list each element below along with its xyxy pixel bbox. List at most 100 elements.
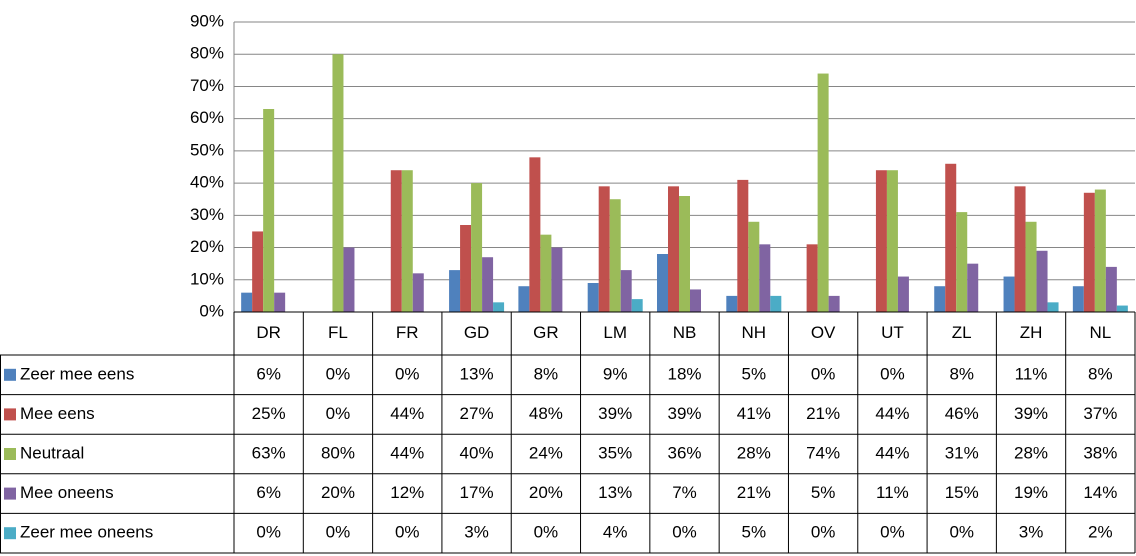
bar xyxy=(460,225,472,312)
table-value: 0% xyxy=(326,523,351,542)
table-value: 13% xyxy=(598,483,632,502)
table-value: 19% xyxy=(1014,483,1048,502)
bar xyxy=(679,196,690,312)
x-tick-label: UT xyxy=(881,323,904,342)
bar xyxy=(886,170,898,312)
bar xyxy=(1025,221,1037,312)
x-tick-label: GR xyxy=(533,323,559,342)
table-value: 37% xyxy=(1083,404,1117,423)
x-tick-label: ZL xyxy=(952,323,972,342)
table-value: 0% xyxy=(949,523,974,542)
table-value: 25% xyxy=(252,404,286,423)
bar xyxy=(748,221,760,312)
bar xyxy=(956,212,968,312)
table-value: 2% xyxy=(1088,523,1113,542)
table-value: 0% xyxy=(534,523,559,542)
table-value: 8% xyxy=(1088,364,1113,383)
bar xyxy=(875,170,887,312)
bar xyxy=(631,299,643,312)
table-value: 8% xyxy=(949,364,974,383)
legend-swatch xyxy=(4,487,16,500)
bar xyxy=(726,295,738,312)
bar xyxy=(1105,266,1117,312)
bar xyxy=(620,270,632,312)
bar xyxy=(274,292,286,312)
table-value: 0% xyxy=(395,364,420,383)
y-tick-label: 0% xyxy=(199,301,224,320)
x-tick-label: FR xyxy=(396,323,419,342)
table-value: 63% xyxy=(252,443,286,462)
table-value: 27% xyxy=(460,404,494,423)
y-tick-label: 90% xyxy=(190,11,224,30)
bar xyxy=(540,234,552,312)
table-value: 80% xyxy=(321,443,355,462)
bar xyxy=(241,292,253,312)
table-value: 21% xyxy=(737,483,771,502)
x-tick-label: DR xyxy=(256,323,281,342)
table-value: 35% xyxy=(598,443,632,462)
legend-swatch xyxy=(4,448,16,460)
table-value: 44% xyxy=(875,404,909,423)
table-value: 7% xyxy=(672,483,697,502)
bar xyxy=(482,257,494,312)
table-value: 28% xyxy=(737,443,771,462)
legend-label: Zeer mee oneens xyxy=(20,523,153,542)
legend-label: Neutraal xyxy=(20,443,84,462)
y-tick-label: 70% xyxy=(190,76,224,95)
table-value: 24% xyxy=(529,443,563,462)
x-tick-label: FL xyxy=(328,323,348,342)
x-tick-label: NB xyxy=(673,323,697,342)
y-tick-label: 30% xyxy=(190,205,224,224)
bar xyxy=(332,54,344,312)
x-tick-label: NH xyxy=(742,323,767,342)
legend-label: Mee eens xyxy=(20,404,95,423)
bar xyxy=(1116,305,1128,312)
bar xyxy=(401,170,413,312)
legend-swatch xyxy=(4,408,16,421)
x-tick-label: LM xyxy=(603,323,627,342)
x-tick-label: NL xyxy=(1089,323,1111,342)
y-tick-label: 20% xyxy=(190,237,224,256)
bar xyxy=(817,73,829,312)
legend-label: Zeer mee eens xyxy=(20,364,134,383)
bar xyxy=(412,273,424,312)
bar xyxy=(518,286,530,312)
x-tick-label: ZH xyxy=(1020,323,1043,342)
bar xyxy=(449,270,461,312)
table-value: 28% xyxy=(1014,443,1048,462)
table-value: 41% xyxy=(737,404,771,423)
table-value: 0% xyxy=(880,364,905,383)
table-value: 39% xyxy=(1014,404,1048,423)
bar xyxy=(493,302,505,312)
y-tick-label: 60% xyxy=(190,108,224,127)
table-value: 0% xyxy=(811,523,836,542)
bar xyxy=(770,295,782,312)
table-value: 4% xyxy=(603,523,628,542)
legend-swatch xyxy=(4,527,16,540)
table-value: 44% xyxy=(390,404,424,423)
table-value: 6% xyxy=(256,364,281,383)
table-value: 9% xyxy=(603,364,628,383)
bar xyxy=(390,170,402,312)
bar xyxy=(690,289,701,312)
table-value: 46% xyxy=(945,404,979,423)
bar xyxy=(828,295,840,312)
table-value: 6% xyxy=(256,483,281,502)
bar xyxy=(529,157,541,312)
table-value: 20% xyxy=(321,483,355,502)
table-value: 40% xyxy=(460,443,494,462)
table-value: 0% xyxy=(326,404,351,423)
table-value: 8% xyxy=(534,364,559,383)
table-value: 31% xyxy=(945,443,979,462)
bar xyxy=(1072,286,1084,312)
x-tick-label: OV xyxy=(811,323,836,342)
table-value: 0% xyxy=(880,523,905,542)
table-value: 13% xyxy=(460,364,494,383)
bar xyxy=(1047,302,1059,312)
x-tick-label: GD xyxy=(464,323,490,342)
bar xyxy=(598,186,610,312)
legend-swatch xyxy=(4,368,16,381)
bar xyxy=(934,286,946,312)
bar xyxy=(668,186,679,312)
table-value: 11% xyxy=(876,483,909,502)
